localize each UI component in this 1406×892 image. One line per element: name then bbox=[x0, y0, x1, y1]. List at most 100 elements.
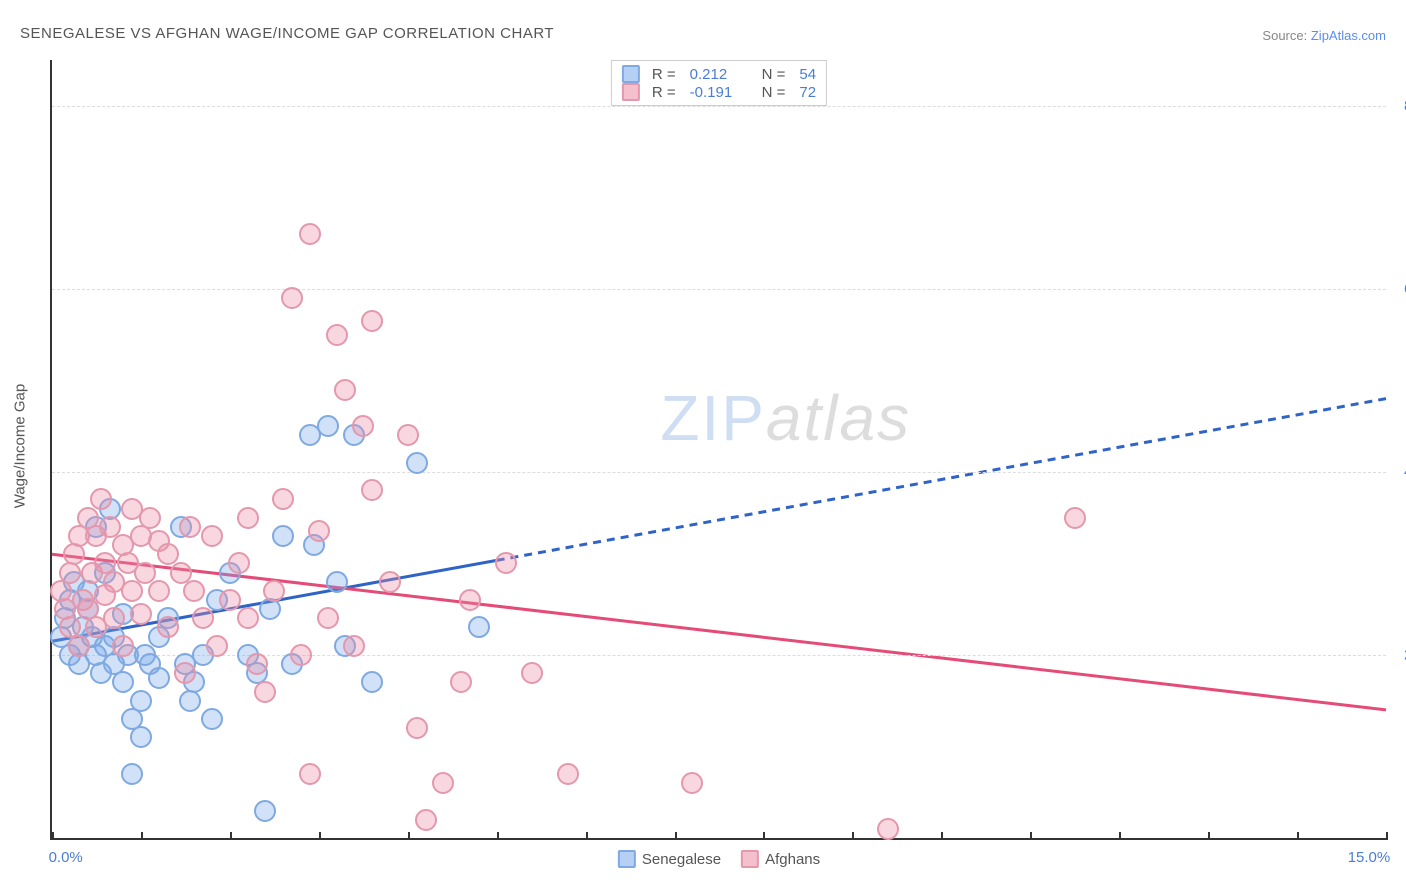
scatter-point bbox=[201, 525, 223, 547]
y-axis-label: Wage/Income Gap bbox=[12, 384, 29, 509]
x-tick bbox=[852, 832, 854, 840]
watermark: ZIPatlas bbox=[660, 381, 911, 455]
swatch-senegalese bbox=[622, 65, 640, 83]
scatter-point bbox=[326, 571, 348, 593]
source-label: Source: bbox=[1262, 28, 1307, 43]
scatter-point bbox=[415, 809, 437, 831]
scatter-point bbox=[326, 324, 348, 346]
scatter-point bbox=[130, 690, 152, 712]
trend-line-solid bbox=[52, 554, 1386, 710]
x-tick bbox=[408, 832, 410, 840]
n-value-senegalese: 54 bbox=[799, 66, 816, 83]
x-tick bbox=[1386, 832, 1388, 840]
x-tick bbox=[52, 832, 54, 840]
scatter-point bbox=[308, 520, 330, 542]
x-tick bbox=[1297, 832, 1299, 840]
scatter-point bbox=[59, 562, 81, 584]
x-tick bbox=[319, 832, 321, 840]
chart-container: SENEGALESE VS AFGHAN WAGE/INCOME GAP COR… bbox=[0, 0, 1406, 892]
scatter-point bbox=[459, 589, 481, 611]
scatter-point bbox=[237, 607, 259, 629]
watermark-zip: ZIP bbox=[660, 382, 766, 454]
x-tick bbox=[497, 832, 499, 840]
trend-line-dashed bbox=[497, 399, 1386, 561]
scatter-point bbox=[63, 543, 85, 565]
n-value-afghans: 72 bbox=[799, 84, 816, 101]
scatter-point bbox=[272, 525, 294, 547]
scatter-point bbox=[450, 671, 472, 693]
scatter-point bbox=[121, 763, 143, 785]
scatter-point bbox=[361, 671, 383, 693]
scatter-point bbox=[112, 671, 134, 693]
swatch-afghans bbox=[741, 850, 759, 868]
scatter-point bbox=[183, 580, 205, 602]
scatter-point bbox=[379, 571, 401, 593]
scatter-point bbox=[254, 800, 276, 822]
scatter-point bbox=[206, 635, 228, 657]
scatter-point bbox=[103, 607, 125, 629]
x-tick bbox=[1119, 832, 1121, 840]
swatch-afghans bbox=[622, 83, 640, 101]
scatter-point bbox=[179, 516, 201, 538]
r-label: R = bbox=[652, 84, 676, 101]
scatter-point bbox=[334, 379, 356, 401]
legend-row-afghans: R = -0.191 N = 72 bbox=[622, 83, 816, 101]
x-tick bbox=[675, 832, 677, 840]
n-label: N = bbox=[762, 66, 786, 83]
x-tick bbox=[1208, 832, 1210, 840]
scatter-point bbox=[259, 598, 281, 620]
scatter-point bbox=[157, 616, 179, 638]
scatter-point bbox=[121, 580, 143, 602]
x-tick bbox=[1030, 832, 1032, 840]
scatter-point bbox=[246, 653, 268, 675]
scatter-point bbox=[299, 763, 321, 785]
scatter-point bbox=[317, 607, 339, 629]
x-axis-max-label: 15.0% bbox=[1348, 849, 1391, 866]
legend-row-senegalese: R = 0.212 N = 54 bbox=[622, 65, 816, 83]
scatter-point bbox=[228, 552, 250, 574]
scatter-point bbox=[112, 635, 134, 657]
scatter-point bbox=[68, 635, 90, 657]
scatter-point bbox=[406, 452, 428, 474]
scatter-point bbox=[174, 662, 196, 684]
x-tick bbox=[230, 832, 232, 840]
correlation-legend: R = 0.212 N = 54 R = -0.191 N = 72 bbox=[611, 60, 827, 106]
x-tick bbox=[763, 832, 765, 840]
scatter-point bbox=[148, 580, 170, 602]
scatter-point bbox=[263, 580, 285, 602]
scatter-point bbox=[352, 415, 374, 437]
source-link[interactable]: ZipAtlas.com bbox=[1311, 28, 1386, 43]
scatter-point bbox=[192, 607, 214, 629]
x-tick bbox=[141, 832, 143, 840]
scatter-point bbox=[254, 681, 276, 703]
scatter-point bbox=[521, 662, 543, 684]
scatter-point bbox=[130, 603, 152, 625]
legend-item-senegalese: Senegalese bbox=[618, 850, 721, 868]
x-axis-min-label: 0.0% bbox=[49, 849, 83, 866]
y-tick-label: 20.0% bbox=[1394, 646, 1406, 663]
scatter-point bbox=[361, 310, 383, 332]
gridline bbox=[52, 289, 1386, 290]
scatter-point bbox=[219, 589, 241, 611]
scatter-point bbox=[397, 424, 419, 446]
legend-label-senegalese: Senegalese bbox=[642, 851, 721, 868]
scatter-point bbox=[495, 552, 517, 574]
scatter-point bbox=[90, 488, 112, 510]
scatter-point bbox=[681, 772, 703, 794]
chart-title: SENEGALESE VS AFGHAN WAGE/INCOME GAP COR… bbox=[20, 25, 554, 42]
gridline bbox=[52, 472, 1386, 473]
x-tick bbox=[586, 832, 588, 840]
scatter-point bbox=[148, 667, 170, 689]
scatter-point bbox=[237, 507, 259, 529]
series-legend: Senegalese Afghans bbox=[618, 850, 820, 868]
swatch-senegalese bbox=[618, 850, 636, 868]
scatter-point bbox=[557, 763, 579, 785]
source-attribution: Source: ZipAtlas.com bbox=[1262, 28, 1386, 43]
scatter-point bbox=[290, 644, 312, 666]
scatter-point bbox=[406, 717, 428, 739]
r-label: R = bbox=[652, 66, 676, 83]
scatter-point bbox=[130, 726, 152, 748]
r-value-senegalese: 0.212 bbox=[690, 66, 750, 83]
scatter-point bbox=[281, 287, 303, 309]
legend-item-afghans: Afghans bbox=[741, 850, 820, 868]
